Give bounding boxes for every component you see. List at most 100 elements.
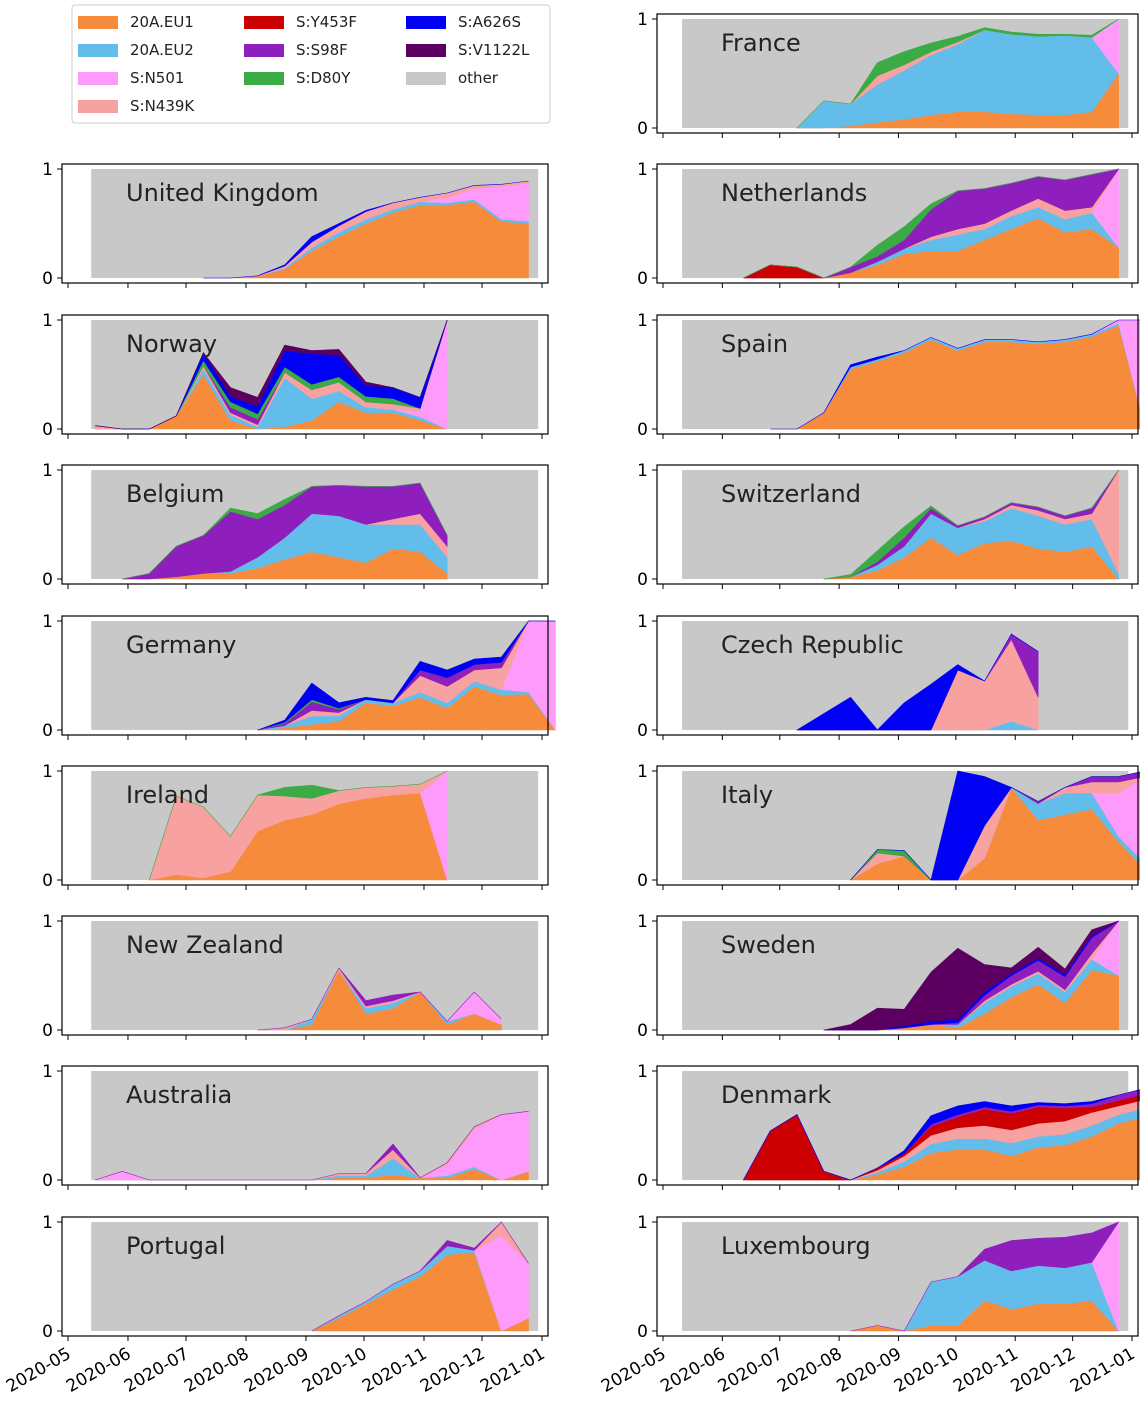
panel-title: United Kingdom: [126, 179, 319, 207]
panels-grid: 1 0 France 1 0 United Kingdom 1 0 Netherlands 1 0 N…: [42, 10, 1140, 1342]
y-tick-label: 1: [42, 311, 53, 331]
legend-frame: [71, 4, 551, 124]
y-tick-label: 1: [42, 1062, 53, 1082]
panel-title: Norway: [126, 330, 217, 358]
axes-frame: [61, 314, 549, 435]
legend-swatch: [244, 44, 284, 57]
panel-title: Netherlands: [721, 179, 867, 207]
area-s-a626s: [203, 180, 529, 279]
panel-germany: 1 0 Germany: [42, 612, 557, 741]
y-tick-label: 0: [42, 269, 53, 289]
panel-italy: 1 0 Italy: [637, 762, 1140, 891]
x-tick-label: 2020-07: [715, 1344, 787, 1397]
legend-label: 20A.EU2: [130, 41, 194, 59]
y-tick-label: 1: [42, 160, 53, 180]
y-tick-label: 0: [637, 570, 648, 590]
legend-label: other: [458, 69, 499, 87]
legend-swatch: [406, 44, 446, 57]
x-tick-label: 2020-08: [774, 1344, 846, 1397]
legend-item-s-n439k: S:N439K: [78, 97, 195, 115]
panel-title: Germany: [126, 631, 236, 659]
y-tick-label: 1: [42, 912, 53, 932]
axes-frame: [656, 314, 1139, 435]
y-tick-label: 0: [42, 1171, 53, 1191]
axes-frame: [61, 765, 549, 886]
area-s-s98f: [257, 967, 502, 1031]
x-axis-tick-labels: 2020-052020-062020-072020-082020-092020-…: [3, 1344, 1139, 1397]
legend-item-other: other: [406, 69, 499, 87]
y-tick-label: 1: [637, 762, 648, 782]
x-tick-label: 2020-12: [1008, 1344, 1080, 1397]
x-tick-label: 2020-05: [598, 1344, 670, 1397]
area-s-v1122l: [95, 319, 448, 430]
y-tick-label: 0: [637, 1171, 648, 1191]
legend-label: S:D80Y: [296, 69, 351, 87]
panel-title: Luxembourg: [721, 1232, 871, 1260]
panel-title: Italy: [721, 781, 773, 809]
axes-frame: [61, 615, 549, 736]
y-tick-label: 1: [637, 10, 648, 30]
axes-frame: [656, 615, 1139, 736]
legend-item-s-s98f: S:S98F: [244, 41, 348, 59]
panel-title: Australia: [126, 1081, 232, 1109]
y-tick-label: 0: [637, 721, 648, 741]
panel-title: Sweden: [721, 931, 816, 959]
legend-label: S:N439K: [130, 97, 195, 115]
legend-swatch: [244, 16, 284, 29]
axes-frame: [656, 1216, 1139, 1337]
y-tick-label: 0: [42, 570, 53, 590]
x-tick-label: 2020-05: [3, 1344, 75, 1397]
legend-swatch: [78, 16, 118, 29]
panel-title: Denmark: [721, 1081, 831, 1109]
panel-title: France: [721, 29, 801, 57]
panel-portugal: 1 0 Portugal: [42, 1213, 549, 1342]
axes-frame: [656, 1065, 1139, 1186]
y-tick-label: 0: [42, 1322, 53, 1342]
area-s-d80y: [122, 482, 448, 580]
x-tick-label: 2020-06: [63, 1344, 135, 1397]
y-tick-label: 1: [637, 160, 648, 180]
axes-frame: [656, 163, 1139, 284]
legend-item-s-v1122l: S:V1122L: [406, 41, 530, 59]
legend-label: S:Y453F: [296, 13, 357, 31]
x-tick-label: 2021-01: [477, 1344, 549, 1397]
area-s-a626s: [850, 770, 1140, 881]
panel-spain: 1 0 Spain: [637, 311, 1140, 440]
legend-swatch: [406, 16, 446, 29]
x-tick-label: 2020-11: [359, 1344, 431, 1397]
y-tick-label: 0: [637, 119, 648, 139]
x-tick-label: 2020-12: [417, 1344, 489, 1397]
y-tick-label: 0: [637, 269, 648, 289]
panel-title: New Zealand: [126, 931, 284, 959]
x-tick-label: 2020-09: [833, 1344, 905, 1397]
y-tick-label: 0: [42, 871, 53, 891]
area-s-d80y: [149, 770, 448, 881]
panel-czech-republic: 1 0 Czech Republic: [637, 612, 1139, 741]
panel-luxembourg: 1 0 Luxembourg: [637, 1213, 1139, 1342]
legend-item-s-y453f: S:Y453F: [244, 13, 357, 31]
legend-label: S:S98F: [296, 41, 348, 59]
legend-label: S:A626S: [458, 13, 521, 31]
area-s-a626s: [257, 620, 556, 731]
y-tick-label: 1: [637, 612, 648, 632]
area-s-a626s: [770, 319, 1140, 430]
legend-item-s-n501: S:N501: [78, 69, 184, 87]
y-tick-label: 0: [42, 1021, 53, 1041]
panel-switzerland: 1 0 Switzerland: [637, 461, 1139, 590]
panel-title: Ireland: [126, 781, 209, 809]
y-tick-label: 0: [637, 1021, 648, 1041]
y-tick-label: 0: [637, 871, 648, 891]
panel-norway: 1 0 Norway: [42, 311, 549, 440]
legend-swatch: [406, 72, 446, 85]
y-tick-label: 1: [637, 912, 648, 932]
axes-frame: [61, 1216, 549, 1337]
panel-title: Switzerland: [721, 480, 861, 508]
axes-frame: [656, 464, 1139, 585]
panel-france: 1 0 France: [637, 10, 1139, 139]
panel-title: Belgium: [126, 480, 224, 508]
axes-frame: [61, 1065, 549, 1186]
axes-frame: [61, 163, 549, 284]
legend-item-20a-eu2: 20A.EU2: [78, 41, 194, 59]
panel-netherlands: 1 0 Netherlands: [637, 160, 1139, 289]
